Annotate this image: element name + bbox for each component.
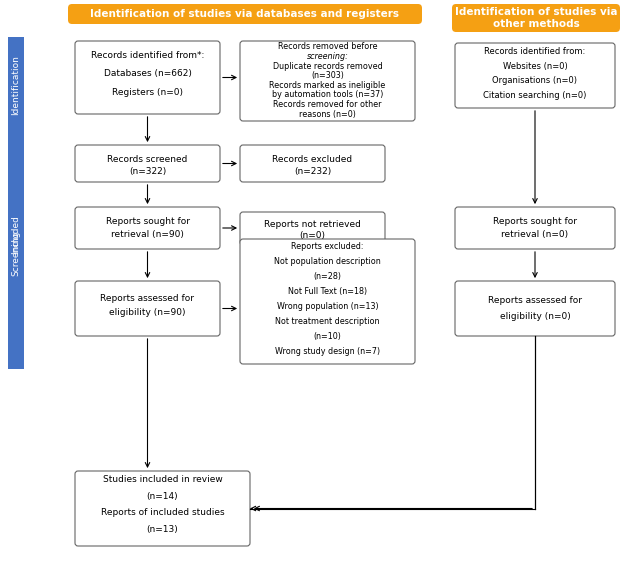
Text: Websites (n=0): Websites (n=0)	[503, 61, 568, 70]
Text: Wrong study design (n=7): Wrong study design (n=7)	[275, 347, 380, 356]
Text: Wrong population (n=13): Wrong population (n=13)	[277, 302, 378, 311]
FancyBboxPatch shape	[75, 145, 220, 182]
Text: (n=322): (n=322)	[129, 167, 166, 176]
Text: Reports sought for: Reports sought for	[493, 217, 577, 226]
Text: Registers (n=0): Registers (n=0)	[112, 87, 183, 96]
Text: (n=28): (n=28)	[314, 272, 341, 281]
FancyBboxPatch shape	[8, 141, 24, 366]
Text: eligibility (n=0): eligibility (n=0)	[500, 312, 570, 321]
FancyBboxPatch shape	[68, 4, 422, 24]
Text: by automation tools (n=37): by automation tools (n=37)	[272, 90, 383, 99]
Text: Records identified from:: Records identified from:	[484, 47, 586, 56]
Text: Screening: Screening	[11, 231, 21, 276]
Text: Not treatment description: Not treatment description	[275, 318, 380, 327]
FancyBboxPatch shape	[240, 212, 385, 245]
Text: screening:: screening:	[307, 52, 348, 61]
Text: Identification: Identification	[11, 56, 21, 116]
Text: retrieval (n=0): retrieval (n=0)	[501, 230, 568, 239]
Text: (n=0): (n=0)	[299, 231, 326, 240]
Text: Identification of studies via databases and registers: Identification of studies via databases …	[91, 9, 399, 19]
Text: Included: Included	[11, 215, 21, 254]
Text: Reports sought for: Reports sought for	[105, 217, 190, 226]
FancyBboxPatch shape	[455, 207, 615, 249]
Text: Reports assessed for: Reports assessed for	[101, 294, 195, 303]
FancyBboxPatch shape	[452, 4, 620, 32]
Text: Citation searching (n=0): Citation searching (n=0)	[483, 90, 587, 99]
Text: Reports excluded:: Reports excluded:	[291, 242, 364, 251]
Text: Records removed before: Records removed before	[278, 42, 377, 51]
Text: (n=232): (n=232)	[294, 167, 331, 176]
Text: Reports of included studies: Reports of included studies	[101, 508, 224, 517]
Text: Records identified from*:: Records identified from*:	[91, 51, 204, 60]
Text: Not population description: Not population description	[274, 257, 381, 266]
Text: Studies included in review: Studies included in review	[103, 475, 222, 484]
Text: (n=303): (n=303)	[311, 71, 344, 80]
FancyBboxPatch shape	[8, 100, 24, 369]
FancyBboxPatch shape	[75, 471, 250, 546]
Text: Databases (n=662): Databases (n=662)	[103, 69, 192, 78]
Text: reasons (n=0): reasons (n=0)	[299, 110, 356, 119]
FancyBboxPatch shape	[455, 43, 615, 108]
FancyBboxPatch shape	[240, 41, 415, 121]
FancyBboxPatch shape	[75, 207, 220, 249]
FancyBboxPatch shape	[240, 145, 385, 182]
Text: Identification of studies via
other methods: Identification of studies via other meth…	[455, 7, 617, 29]
Text: Records marked as ineligible: Records marked as ineligible	[270, 81, 386, 90]
Text: eligibility (n=90): eligibility (n=90)	[109, 309, 186, 318]
Text: (n=13): (n=13)	[147, 525, 178, 534]
FancyBboxPatch shape	[240, 239, 415, 364]
FancyBboxPatch shape	[8, 37, 24, 134]
Text: Reports assessed for: Reports assessed for	[488, 296, 582, 305]
Text: retrieval (n=90): retrieval (n=90)	[111, 230, 184, 239]
FancyBboxPatch shape	[75, 281, 220, 336]
Text: Not Full Text (n=18): Not Full Text (n=18)	[288, 287, 367, 296]
FancyBboxPatch shape	[75, 41, 220, 114]
Text: (n=10): (n=10)	[314, 332, 341, 341]
FancyBboxPatch shape	[455, 281, 615, 336]
Text: Records screened: Records screened	[107, 155, 188, 164]
Text: (n=14): (n=14)	[147, 491, 178, 500]
Text: Records removed for other: Records removed for other	[273, 100, 382, 109]
Text: Records excluded: Records excluded	[272, 155, 353, 164]
Text: Duplicate records removed: Duplicate records removed	[273, 61, 382, 70]
Text: Organisations (n=0): Organisations (n=0)	[493, 76, 578, 85]
Text: Reports not retrieved: Reports not retrieved	[264, 220, 361, 229]
